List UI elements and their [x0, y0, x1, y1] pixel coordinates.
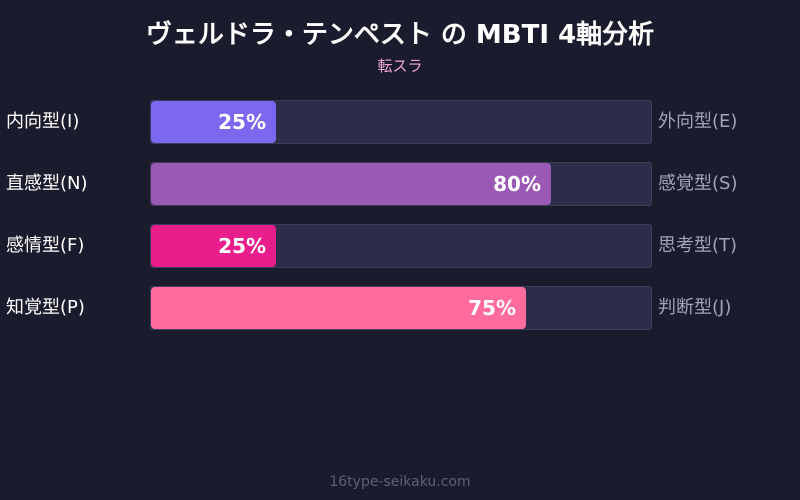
left-label-feeling: 感情型(F) — [6, 235, 85, 256]
bar-track-ft: 25% — [150, 224, 652, 268]
bar-track-ns: 80% — [150, 162, 652, 206]
footer-site: 16type-seikaku.com — [329, 474, 471, 490]
bar-fill-perceiving: 75% — [151, 287, 526, 329]
value-label-intuitive: 80% — [493, 172, 541, 196]
chart-subtitle: 転スラ — [377, 57, 423, 75]
bar-track-ie: 25% — [150, 100, 652, 144]
right-label-thinking: 思考型(T) — [658, 235, 738, 256]
axis-row-ie: 内向型(I) 25% 外向型(E) — [0, 100, 800, 144]
chart-title: ヴェルドラ・テンペスト の MBTI 4軸分析 — [145, 20, 655, 50]
bar-fill-intuitive: 80% — [151, 163, 551, 205]
axis-row-pj: 知覚型(P) 75% 判断型(J) — [0, 286, 800, 330]
value-label-perceiving: 75% — [468, 296, 516, 320]
left-label-intuitive: 直感型(N) — [6, 173, 88, 194]
bar-track-pj: 75% — [150, 286, 652, 330]
right-label-judging: 判断型(J) — [658, 297, 732, 318]
value-label-feeling: 25% — [218, 234, 266, 258]
bar-fill-introvert: 25% — [151, 101, 276, 143]
right-label-extrovert: 外向型(E) — [658, 111, 738, 132]
value-label-introvert: 25% — [218, 110, 266, 134]
axis-row-ns: 直感型(N) 80% 感覚型(S) — [0, 162, 800, 206]
left-label-introvert: 内向型(I) — [6, 111, 80, 132]
bar-fill-feeling: 25% — [151, 225, 276, 267]
right-label-sensing: 感覚型(S) — [658, 173, 738, 194]
left-label-perceiving: 知覚型(P) — [6, 297, 85, 318]
axis-row-ft: 感情型(F) 25% 思考型(T) — [0, 224, 800, 268]
